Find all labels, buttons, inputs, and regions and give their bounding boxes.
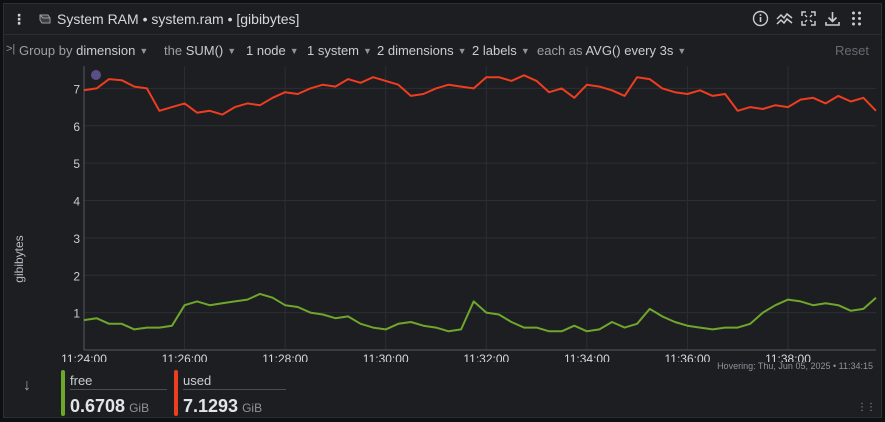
x-tick-label: 11:30:00: [363, 352, 409, 362]
free-color-swatch: [61, 370, 65, 416]
time-aggregation-dropdown[interactable]: each as AVG() every 3s ▼: [537, 43, 687, 58]
y-tick-label: 1: [73, 307, 80, 321]
drag-grid-icon[interactable]: [848, 10, 865, 27]
y-tick-label: 6: [73, 120, 80, 134]
x-tick-label: 11:24:00: [61, 352, 107, 362]
nodes-dropdown[interactable]: 1 node ▼: [246, 43, 299, 58]
header-divider: [4, 34, 881, 35]
y-axis-title: gibibytes: [12, 235, 26, 283]
chevron-down-icon: ▼: [139, 46, 149, 56]
legend-used-name: used: [183, 373, 212, 388]
legend-used-rule: [183, 389, 286, 390]
y-tick-label: 3: [73, 232, 80, 246]
group-by-dropdown[interactable]: Group by dimension ▼: [19, 43, 149, 58]
menu-kebab-icon[interactable]: ⋮: [12, 11, 26, 27]
x-tick-label: 11:34:00: [564, 352, 610, 362]
used-color-swatch: [174, 370, 178, 416]
chevron-down-icon: ▼: [289, 46, 299, 56]
chevron-down-icon: ▼: [677, 46, 687, 56]
chart-title: System RAM • system.ram • [gibibytes]: [57, 11, 300, 27]
collapse-chevron-icon[interactable]: >|: [6, 43, 16, 55]
chart-header: ⋮ System RAM • system.ram • [gibibytes]: [4, 4, 881, 34]
filter-bar: >| Group by dimension ▼ the SUM() ▼ 1 node…: [4, 40, 881, 62]
chevron-down-icon: ▼: [520, 46, 530, 56]
y-tick-label: 4: [73, 195, 80, 209]
y-tick-label: 5: [73, 157, 80, 171]
chevron-down-icon: ▼: [457, 46, 467, 56]
legend-used-value: 7.1293 GiB: [183, 396, 263, 416]
chart-panel: ⋮ System RAM • system.ram • [gibibytes]: [3, 3, 882, 418]
y-tick-label: 7: [73, 82, 80, 96]
legend-free-name: free: [70, 373, 93, 388]
dimensions-dropdown[interactable]: 2 dimensions ▼: [377, 43, 467, 58]
ram-chip-icon: [39, 14, 51, 24]
legend-item-free[interactable]: free 0.6708 GiB: [61, 370, 167, 416]
x-tick-label: 11:26:00: [162, 352, 208, 362]
chevron-down-icon: ▼: [363, 46, 372, 56]
resize-handle-icon[interactable]: ⋮⋮: [857, 402, 876, 413]
systems-dropdown[interactable]: 1 system ▼: [307, 43, 372, 58]
info-icon[interactable]: [752, 10, 769, 27]
legend-free-value: 0.6708 GiB: [70, 396, 150, 416]
series-line-free: [83, 292, 877, 333]
legend-arrow-down-icon[interactable]: ↓: [23, 377, 31, 394]
y-tick-label: 2: [73, 269, 80, 283]
fullscreen-icon[interactable]: [800, 10, 817, 27]
line-chart[interactable]: 1 2 3 4 5 6 7 11:24:00 11:26:00 11:28:00 11:30:00 1…: [4, 62, 883, 366]
annotation-marker-icon: [91, 70, 101, 80]
series-line-used: [83, 74, 877, 116]
chevron-down-icon: ▼: [227, 46, 237, 56]
hover-timestamp: Hovering: Thu, Jun 05, 2025 • 11:34:15: [717, 361, 873, 371]
labels-dropdown[interactable]: 2 labels ▼: [472, 43, 530, 58]
download-icon[interactable]: [824, 10, 841, 27]
x-tick-label: 11:28:00: [262, 352, 308, 362]
x-tick-label: 11:32:00: [463, 352, 509, 362]
chart-area[interactable]: gibibytes 1 2 3 4 5 6 7 11:24:00 11:26:00 11:28:0…: [4, 62, 883, 366]
legend-free-rule: [70, 389, 167, 390]
aggregation-dropdown[interactable]: the SUM() ▼: [164, 43, 237, 58]
legend-item-used[interactable]: used 7.1293 GiB: [174, 370, 286, 416]
correlate-icon[interactable]: [776, 10, 793, 27]
x-tick-label: 11:36:00: [665, 352, 711, 362]
reset-button[interactable]: Reset: [835, 43, 869, 58]
